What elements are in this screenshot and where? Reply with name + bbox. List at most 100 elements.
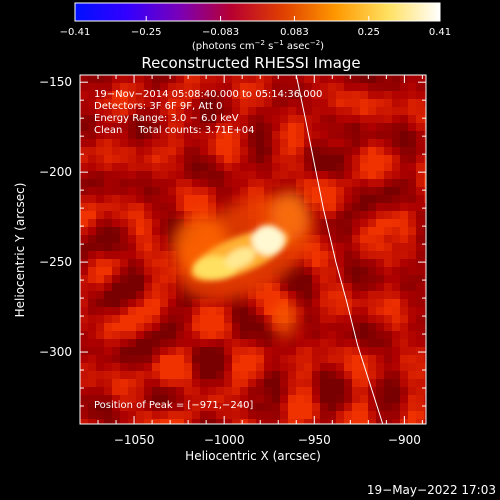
heatmap-cell <box>96 355 104 363</box>
heatmap-cell <box>352 395 360 403</box>
heatmap-cell <box>320 211 328 219</box>
heatmap-cell <box>240 83 248 91</box>
heatmap-cell <box>376 203 384 211</box>
heatmap-cell <box>360 139 368 147</box>
heatmap-cell <box>144 291 152 299</box>
heatmap-cell <box>360 347 368 355</box>
heatmap-cell <box>328 347 336 355</box>
heatmap-cell <box>216 75 224 83</box>
heatmap-cell <box>192 203 200 211</box>
heatmap-cell <box>280 339 288 347</box>
heatmap-cell <box>80 307 88 315</box>
heatmap-cell <box>376 179 384 187</box>
heatmap-cell <box>120 147 128 155</box>
colorbar-tick-label: 0.41 <box>429 27 451 38</box>
heatmap-cell <box>304 387 312 395</box>
heatmap-cell <box>192 331 200 339</box>
heatmap-cell <box>288 363 296 371</box>
heatmap-cell <box>136 299 144 307</box>
heatmap-cell <box>392 83 400 91</box>
heatmap-cell <box>312 419 320 424</box>
heatmap-cell <box>288 267 296 275</box>
heatmap-cell <box>296 355 304 363</box>
heatmap-cell <box>360 395 368 403</box>
heatmap-cell <box>144 331 152 339</box>
heatmap-cell <box>120 243 128 251</box>
heatmap-cell <box>96 339 104 347</box>
footer-date: 19−May−2022 17:03 <box>367 483 496 497</box>
heatmap-cell <box>136 115 144 123</box>
heatmap-cell <box>384 83 392 91</box>
heatmap-cell <box>128 235 136 243</box>
heatmap-cell <box>104 123 112 131</box>
heatmap-cell <box>216 187 224 195</box>
heatmap-cell <box>256 307 264 315</box>
heatmap-cell <box>192 339 200 347</box>
heatmap-cell <box>208 195 216 203</box>
heatmap-cell <box>328 275 336 283</box>
heatmap-cell <box>384 123 392 131</box>
heatmap-cell <box>384 75 392 83</box>
heatmap-cell <box>328 379 336 387</box>
heatmap-cell <box>88 283 96 291</box>
heatmap-cell <box>160 147 168 155</box>
heatmap-cell <box>120 387 128 395</box>
heatmap-cell <box>104 387 112 395</box>
heatmap-cell <box>360 283 368 291</box>
heatmap-cell <box>240 419 248 424</box>
heatmap-cell <box>424 203 426 211</box>
heatmap-cell <box>264 91 272 99</box>
heatmap-cell <box>256 411 264 419</box>
heatmap-cell <box>240 363 248 371</box>
heatmap-cell <box>112 411 120 419</box>
heatmap-cell <box>328 83 336 91</box>
heatmap-cell <box>352 259 360 267</box>
heatmap-cell <box>424 395 426 403</box>
heatmap-cell <box>416 147 424 155</box>
heatmap-cell <box>256 107 264 115</box>
heatmap-cell <box>216 99 224 107</box>
heatmap-cell <box>232 331 240 339</box>
heatmap-cell <box>256 123 264 131</box>
heatmap-cell <box>96 179 104 187</box>
heatmap-cell <box>128 371 136 379</box>
heatmap-cell <box>288 131 296 139</box>
heatmap-cell <box>400 83 408 91</box>
heatmap-cell <box>288 403 296 411</box>
heatmap-cell <box>88 99 96 107</box>
heatmap-cell <box>376 163 384 171</box>
heatmap-cell <box>88 291 96 299</box>
heatmap-cell <box>304 379 312 387</box>
heatmap-cell <box>160 411 168 419</box>
heatmap-cell <box>104 419 112 424</box>
heatmap-cell <box>296 155 304 163</box>
heatmap-cell <box>272 299 280 307</box>
heatmap-cell <box>176 163 184 171</box>
heatmap-cell <box>328 403 336 411</box>
heatmap-cell <box>136 387 144 395</box>
heatmap-cell <box>112 155 120 163</box>
heatmap-cell <box>184 411 192 419</box>
heatmap-cell <box>152 411 160 419</box>
heatmap-cell <box>120 219 128 227</box>
heatmap-cell <box>288 283 296 291</box>
heatmap-cell <box>112 179 120 187</box>
heatmap-cell <box>216 107 224 115</box>
heatmap-cell <box>96 291 104 299</box>
heatmap-cell <box>104 307 112 315</box>
heatmap-cell <box>400 315 408 323</box>
heatmap-cell <box>384 179 392 187</box>
heatmap-cell <box>376 243 384 251</box>
heatmap-cell <box>200 419 208 424</box>
heatmap-cell <box>96 139 104 147</box>
heatmap-cell <box>96 243 104 251</box>
heatmap-cell <box>144 323 152 331</box>
heatmap-cell <box>416 419 424 424</box>
heatmap-cell <box>416 379 424 387</box>
heatmap-cell <box>104 259 112 267</box>
heatmap-cell <box>376 395 384 403</box>
heatmap-cell <box>176 331 184 339</box>
heatmap-cell <box>360 259 368 267</box>
heatmap-cell <box>152 331 160 339</box>
heatmap-cell <box>264 355 272 363</box>
